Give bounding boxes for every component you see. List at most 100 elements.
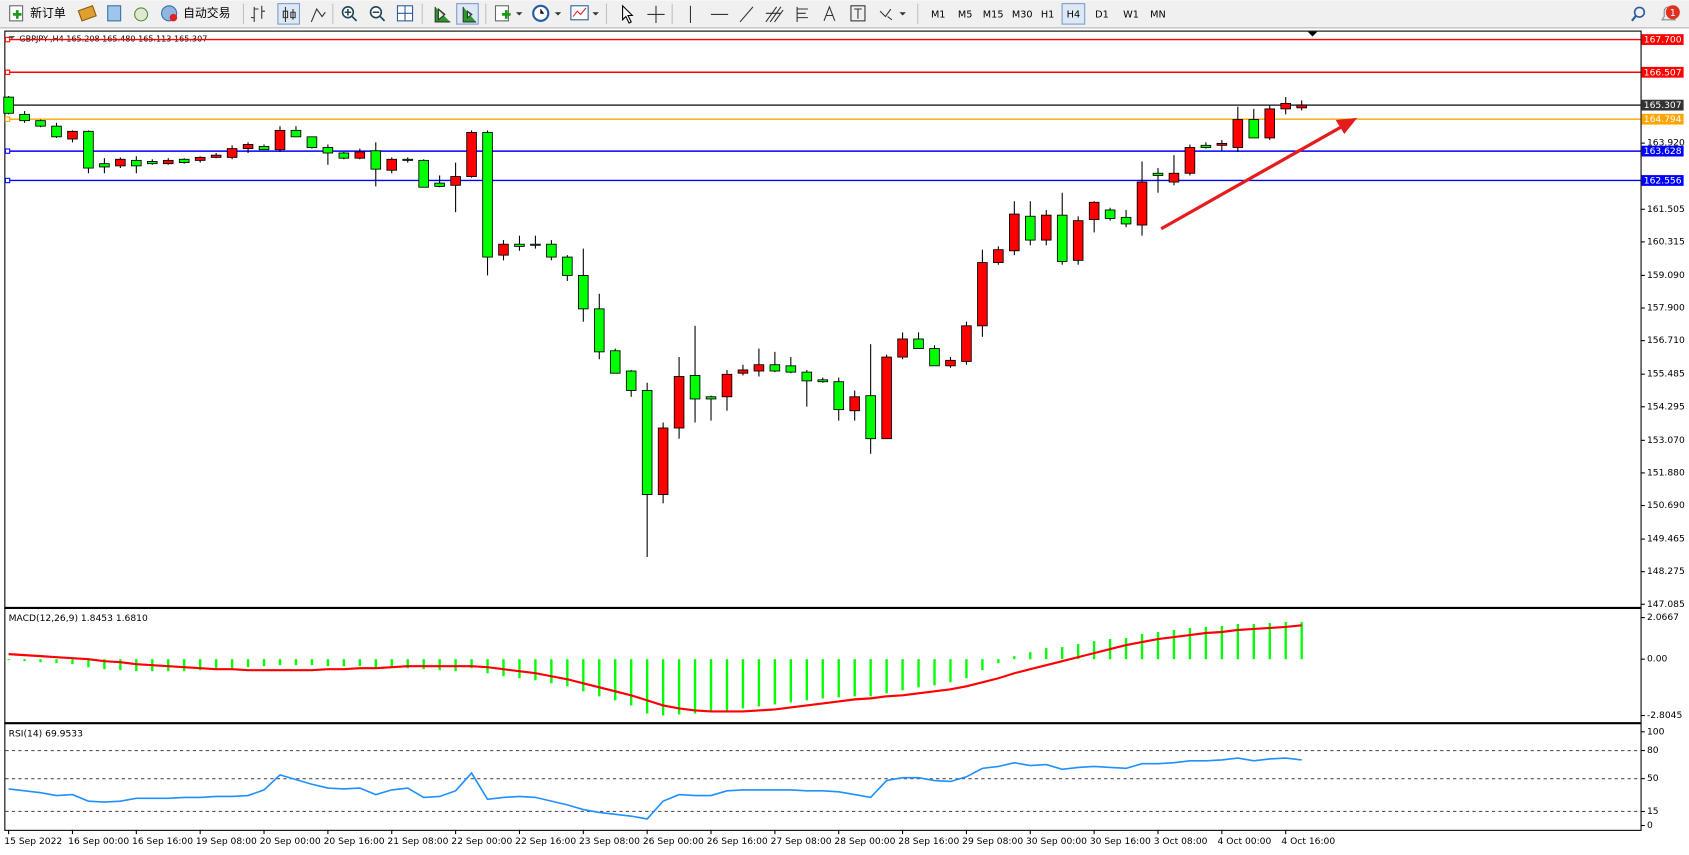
candle-body: [258, 145, 270, 151]
candle-body: [338, 152, 350, 159]
level-handle: [4, 116, 11, 122]
icon: [8, 35, 16, 40]
candle-body: [769, 364, 781, 372]
candle-body: [945, 359, 956, 367]
shift-marker: [1307, 31, 1318, 37]
icon[interactable]: [850, 5, 866, 22]
candle-body: [993, 249, 1004, 263]
y-tick-label: 160.315: [1647, 237, 1685, 247]
x-tick-label: 16 Sep 00:00: [68, 837, 129, 847]
x-tick-label: 30 Sep 16:00: [1090, 837, 1151, 847]
icon[interactable]: [739, 6, 754, 23]
new-order-button[interactable]: 新订单: [9, 5, 66, 22]
icon[interactable]: [277, 3, 300, 25]
level-label: 167.700: [1644, 36, 1682, 46]
icon[interactable]: [765, 6, 784, 23]
timeframe-button[interactable]: W1: [1123, 9, 1139, 20]
icon[interactable]: [796, 6, 808, 22]
icon[interactable]: [879, 8, 893, 21]
y-tick-label: 2.0667: [1647, 613, 1679, 623]
candle-body: [1280, 102, 1291, 110]
candle-body: [881, 356, 892, 440]
candle-body: [450, 176, 461, 186]
y-tick-label: 161.505: [1647, 205, 1685, 215]
candle-body: [1296, 104, 1307, 109]
candle-body: [194, 156, 206, 161]
timeframe-bar: M1 M5 M15 M30 H1 H4 D1 W1 MN: [931, 3, 1166, 25]
candle-body: [386, 158, 398, 171]
timeframe-button[interactable]: MN: [1150, 9, 1166, 20]
icon[interactable]: [434, 6, 451, 23]
candle-body: [1025, 215, 1036, 241]
new-order-label[interactable]: 新订单: [30, 6, 66, 20]
candle-body: [162, 159, 174, 165]
icon[interactable]: [622, 4, 634, 24]
candle-body: [801, 371, 813, 382]
y-tick-label: 156.710: [1647, 336, 1685, 346]
x-tick-label: 21 Sep 08:00: [387, 837, 448, 847]
candle-body: [242, 144, 254, 150]
candle-body: [35, 120, 46, 127]
icon[interactable]: [250, 5, 265, 22]
icon[interactable]: [107, 5, 122, 22]
timeframe-button[interactable]: H4: [1067, 9, 1080, 20]
level-label-bg: [1641, 113, 1684, 125]
candle-body: [593, 308, 605, 353]
x-tick-label: 20 Sep 00:00: [260, 837, 321, 847]
candle-body: [546, 243, 557, 258]
y-tick-label: 157.900: [1647, 304, 1685, 314]
auto-trade-label[interactable]: 自动交易: [183, 6, 230, 20]
candle-body: [705, 396, 717, 400]
y-tick-label: 163.920: [1647, 139, 1685, 149]
level-label: 164.794: [1644, 115, 1682, 125]
y-tick-label: 149.465: [1647, 535, 1685, 545]
timeframe-button[interactable]: M5: [958, 9, 973, 20]
candle-body: [657, 427, 669, 495]
icon[interactable]: [823, 5, 836, 22]
timeframe-button[interactable]: M30: [1012, 9, 1033, 20]
candle-body: [1232, 119, 1244, 148]
auto-trade-button[interactable]: 自动交易: [161, 5, 231, 22]
timeframe-button[interactable]: D1: [1095, 9, 1109, 20]
x-tick-label: 27 Sep 08:00: [771, 837, 832, 847]
candle-body: [913, 338, 924, 349]
signal-line: [8, 624, 1302, 713]
candle-body: [609, 350, 621, 374]
x-tick-label: 28 Sep 16:00: [898, 837, 959, 847]
candle-body: [1056, 214, 1068, 262]
x-tick-label: 22 Sep 00:00: [451, 837, 512, 847]
level-label: 163.628: [1644, 147, 1682, 157]
icon[interactable]: [134, 7, 149, 22]
timeframe-button[interactable]: M1: [931, 9, 946, 20]
x-tick-label: 28 Sep 00:00: [834, 837, 895, 847]
x-tick-label: 19 Sep 08:00: [196, 837, 257, 847]
level-label: 166.507: [1644, 68, 1682, 78]
candle-body: [1248, 119, 1260, 139]
candle-body: [51, 125, 62, 138]
candle-body: [865, 395, 876, 440]
candle-body: [849, 396, 860, 412]
candle-body: [641, 390, 653, 495]
icon[interactable]: [647, 5, 665, 24]
timeframe-button[interactable]: H1: [1041, 9, 1054, 20]
search-button[interactable]: [1633, 6, 1646, 18]
rsi-title: RSI(14) 69.9533: [9, 729, 84, 739]
y-tick-label: 15: [1647, 807, 1659, 817]
y-tick-label: -2.8045: [1647, 711, 1682, 721]
candle-body: [1072, 220, 1084, 261]
candle-body: [1040, 214, 1052, 241]
candle-body: [498, 243, 509, 256]
y-tick-label: 147.085: [1647, 600, 1685, 610]
icon[interactable]: [310, 7, 326, 23]
level-label-bg: [1641, 175, 1684, 186]
notification-count: 1: [1670, 8, 1676, 19]
candle-body: [131, 159, 142, 167]
candle-body: [721, 373, 733, 398]
candle-body: [19, 113, 30, 122]
x-tick-label: 29 Sep 08:00: [962, 837, 1023, 847]
icon[interactable]: [77, 4, 97, 22]
timeframe-button[interactable]: M15: [983, 9, 1004, 20]
candle-body: [897, 338, 908, 358]
candle-body: [99, 163, 110, 168]
